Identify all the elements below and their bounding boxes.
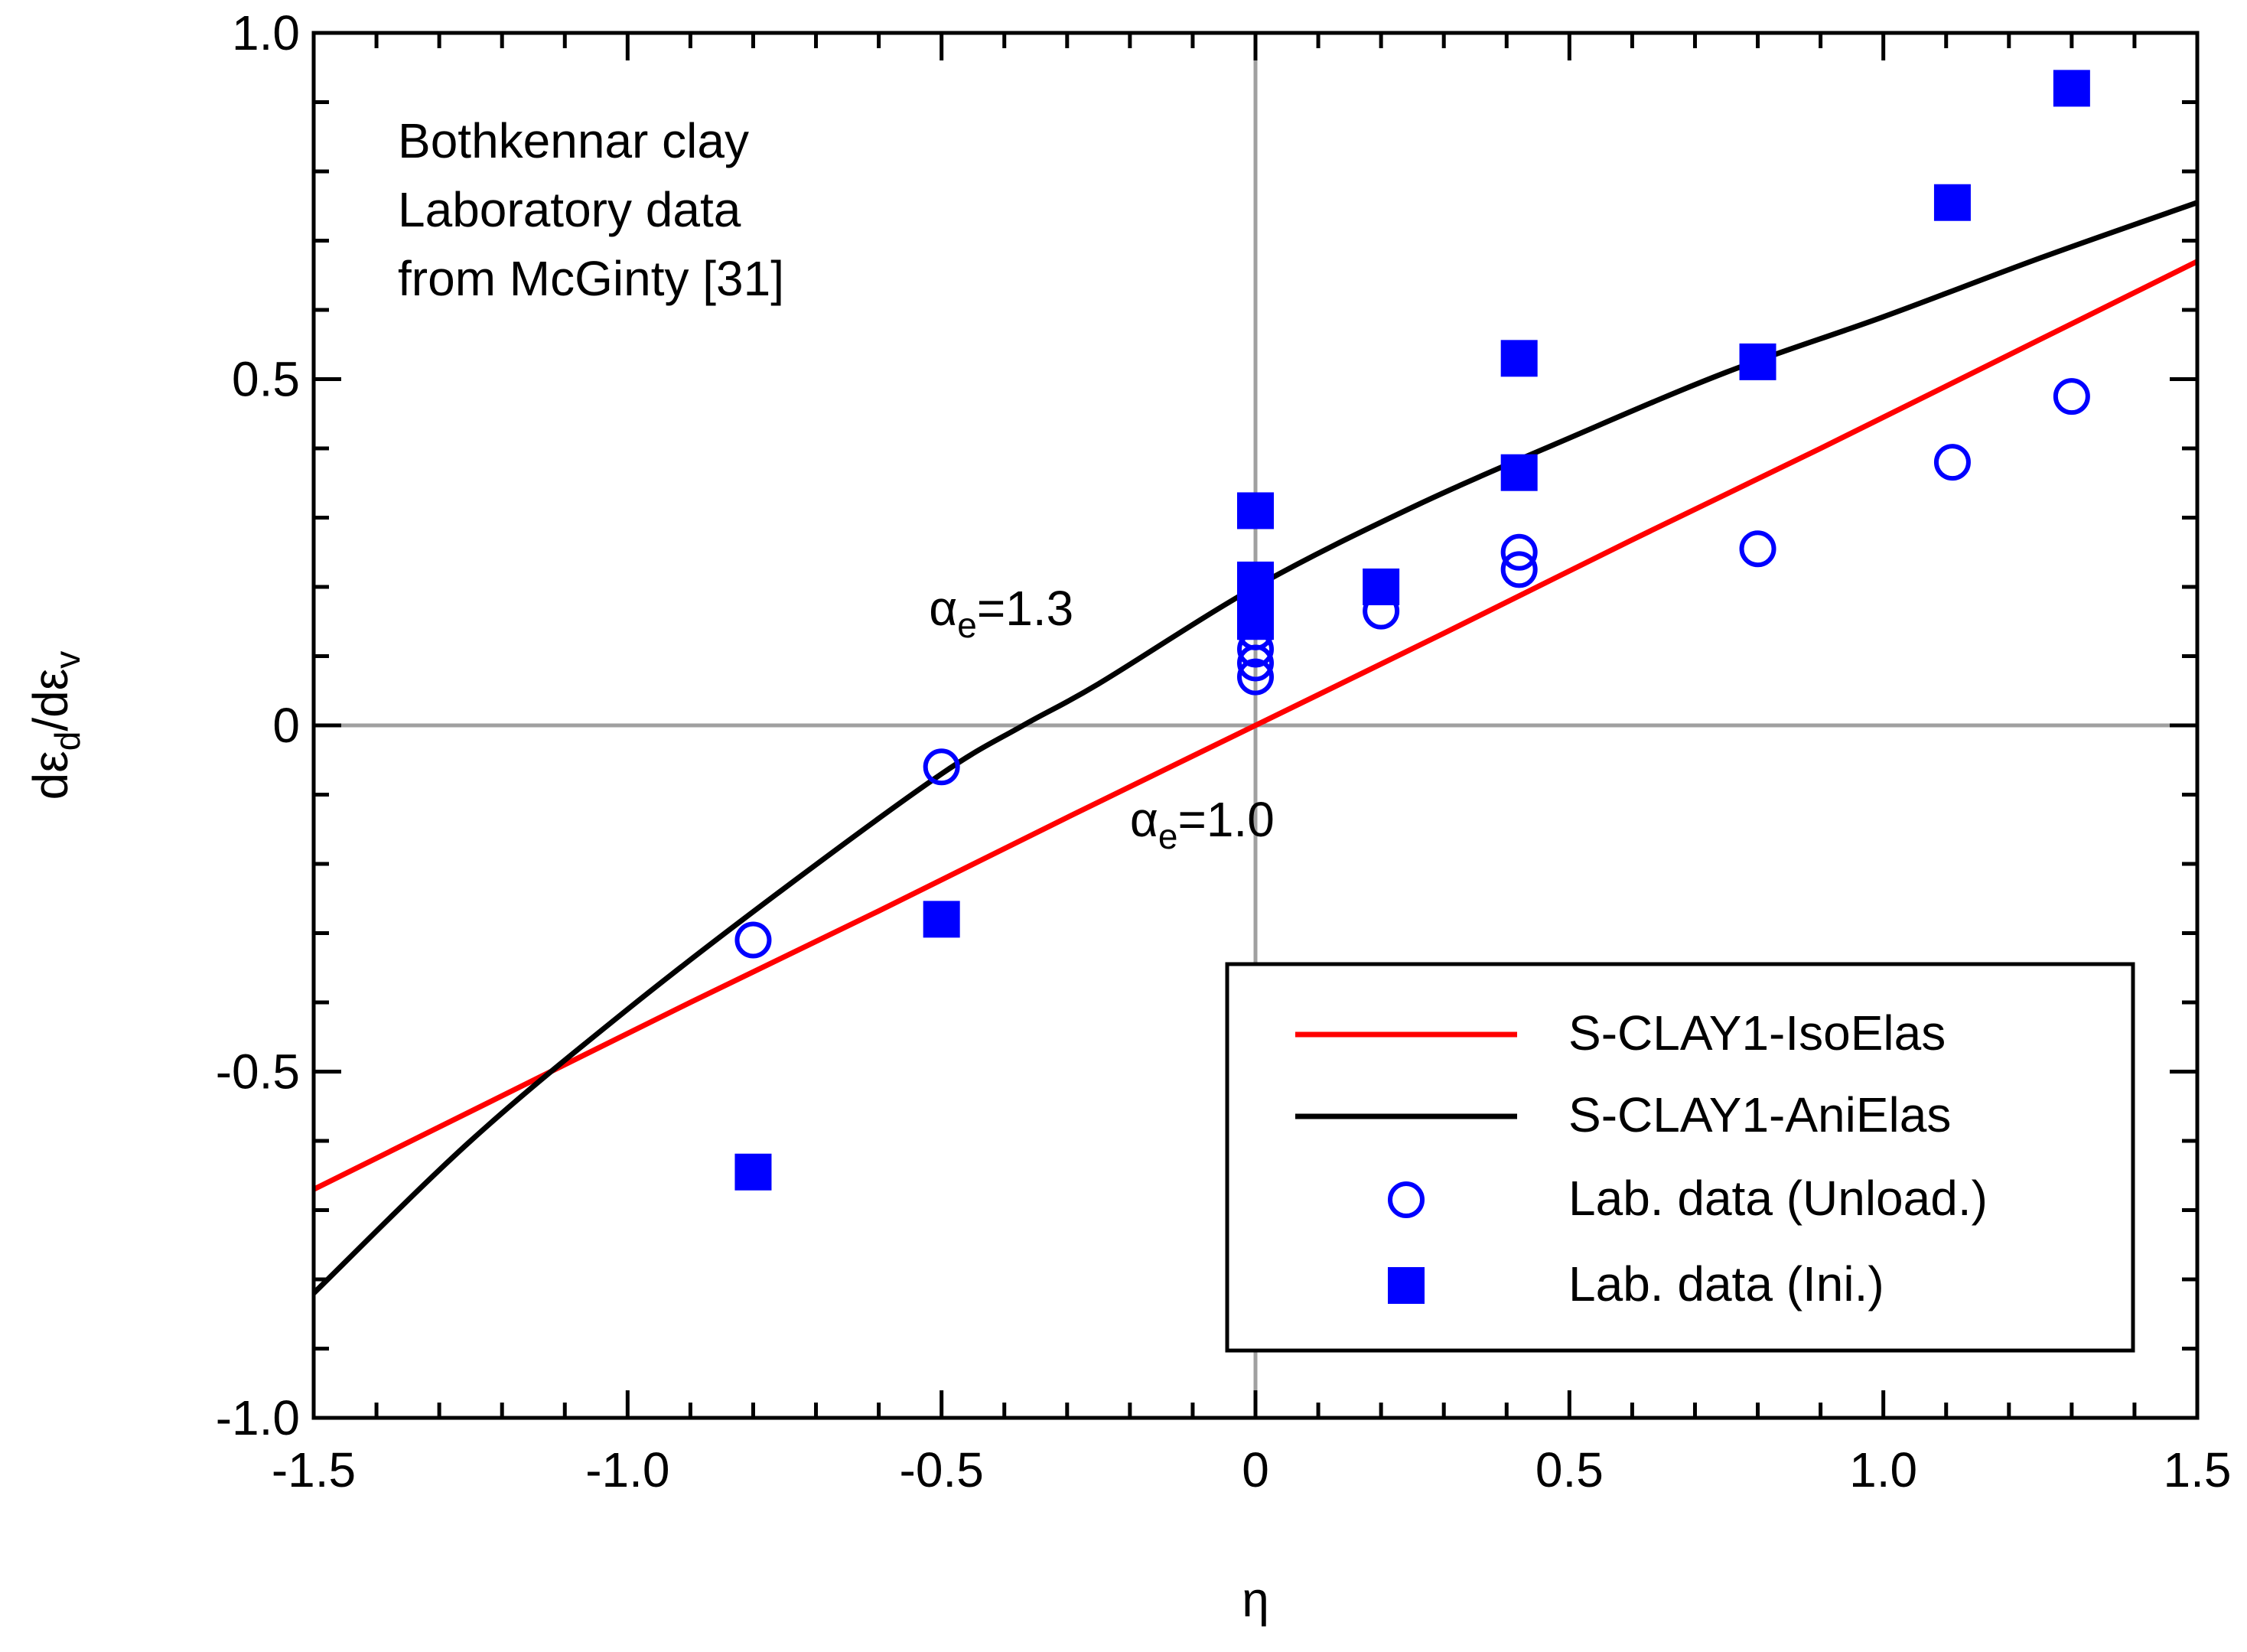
point-unload (1500, 533, 1538, 571)
point-ini (1500, 454, 1538, 491)
dataset-description: Bothkennar clay Laboratory data from McG… (398, 113, 784, 306)
y-axis-label-sub1: d (47, 732, 87, 751)
x-tick-label: 1.5 (2164, 1442, 2232, 1497)
curve-s-clay1-isoelas (312, 259, 2199, 1192)
annotation-alpha-e-1-0: αe=1.0 (1130, 792, 1275, 856)
point-ini (2053, 70, 2090, 107)
x-tick-label: -1.5 (272, 1442, 356, 1497)
curve-s-clay1-anielas (311, 200, 2199, 1295)
legend-label-ini: Lab. data (Ini.) (1568, 1256, 1884, 1311)
legend: S-CLAY1-IsoElas S-CLAY1-AniElas Lab. dat… (1225, 962, 2135, 1353)
legend-label-unload: Lab. data (Unload.) (1568, 1171, 1988, 1226)
model-curves (311, 200, 2199, 1295)
tick-labels: -1.5 -1.0 -0.5 0 0.5 1.0 1.5-1.0-0.500.51.0 (216, 5, 2232, 1497)
plot-frame (311, 31, 2200, 1420)
point-unload (734, 921, 772, 959)
description-line-2: Laboratory data (398, 182, 741, 237)
axis-ticks (311, 31, 2200, 1420)
point-ini (1363, 569, 1400, 605)
x-axis-label: η (1242, 1572, 1269, 1627)
legend-swatch-unload (1388, 1181, 1425, 1218)
legend-box (1225, 962, 2135, 1353)
point-ini (923, 901, 960, 938)
point-unload (1739, 530, 1776, 568)
point-unload (2053, 378, 2090, 415)
x-tick-label: -1.0 (585, 1442, 669, 1497)
legend-label-isoelas: S-CLAY1-IsoElas (1568, 1005, 1946, 1061)
point-unload (923, 748, 960, 786)
y-axis-label-base: dε (23, 751, 78, 800)
annotation-alpha10-sub: e (1158, 816, 1178, 856)
point-ini (734, 1153, 772, 1191)
point-ini (1739, 343, 1776, 380)
x-tick-label: 0.5 (1535, 1442, 1604, 1497)
y-tick-label: 0 (272, 698, 300, 753)
x-tick-label: 1.0 (1849, 1442, 1917, 1497)
y-axis-label-sub2: v (47, 651, 87, 669)
description-line-1: Bothkennar clay (398, 113, 749, 168)
annotation-alpha13-value: =1.3 (977, 581, 1073, 636)
point-ini (1237, 603, 1274, 640)
description-line-3: from McGinty [31] (398, 251, 784, 306)
data-points (734, 70, 2090, 1191)
annotation-alpha13-sub: e (957, 605, 977, 645)
annotation-alpha13-symbol: α (929, 581, 957, 636)
y-tick-label: -1.0 (216, 1390, 300, 1445)
point-ini (1237, 492, 1274, 529)
y-tick-label: -0.5 (216, 1044, 300, 1100)
point-unload (1500, 551, 1538, 588)
y-tick-label: 0.5 (232, 352, 300, 407)
annotation-alpha10-symbol: α (1130, 792, 1158, 847)
point-ini (1500, 340, 1538, 377)
y-axis-label-mid: /dε (23, 669, 78, 732)
y-axis-label: dεd/dεv (23, 651, 87, 800)
annotation-alpha10-value: =1.0 (1177, 792, 1274, 847)
legend-swatch-ini (1388, 1267, 1425, 1304)
annotation-alpha-e-1-3: αe=1.3 (929, 581, 1073, 645)
x-tick-label: 0 (1242, 1442, 1269, 1497)
point-ini (1933, 184, 1971, 221)
point-unload (1933, 444, 1971, 481)
x-tick-label: -0.5 (900, 1442, 984, 1497)
y-tick-label: 1.0 (232, 5, 300, 60)
legend-label-anielas: S-CLAY1-AniElas (1568, 1087, 1951, 1142)
point-unload (1237, 658, 1274, 696)
